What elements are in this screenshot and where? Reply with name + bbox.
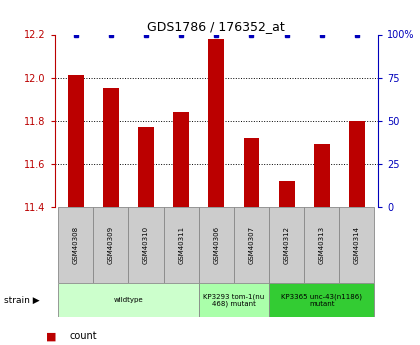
Text: GSM40310: GSM40310: [143, 226, 149, 264]
Bar: [208, 39, 224, 207]
Text: KP3365 unc-43(n1186)
mutant: KP3365 unc-43(n1186) mutant: [281, 293, 362, 307]
Text: strain ▶: strain ▶: [4, 296, 40, 305]
FancyBboxPatch shape: [129, 207, 163, 283]
Text: wildtype: wildtype: [113, 297, 143, 303]
FancyBboxPatch shape: [58, 207, 93, 283]
FancyBboxPatch shape: [234, 207, 269, 283]
Bar: [173, 112, 189, 207]
FancyBboxPatch shape: [269, 207, 304, 283]
Text: GSM40312: GSM40312: [284, 226, 290, 264]
Text: KP3293 tom-1(nu
468) mutant: KP3293 tom-1(nu 468) mutant: [203, 293, 265, 307]
FancyBboxPatch shape: [163, 207, 199, 283]
Text: GSM40313: GSM40313: [319, 226, 325, 264]
FancyBboxPatch shape: [199, 207, 234, 283]
Text: GSM40308: GSM40308: [73, 226, 79, 264]
Bar: [349, 121, 365, 207]
Bar: [138, 127, 154, 207]
FancyBboxPatch shape: [304, 207, 339, 283]
Text: GSM40314: GSM40314: [354, 226, 360, 264]
Title: GDS1786 / 176352_at: GDS1786 / 176352_at: [147, 20, 285, 33]
FancyBboxPatch shape: [199, 283, 269, 317]
Bar: [279, 181, 294, 207]
Bar: [244, 138, 260, 207]
FancyBboxPatch shape: [269, 283, 375, 317]
FancyBboxPatch shape: [58, 283, 199, 317]
Bar: [103, 88, 119, 207]
Bar: [314, 145, 330, 207]
Text: GSM40306: GSM40306: [213, 226, 219, 264]
Text: GSM40311: GSM40311: [178, 226, 184, 264]
Text: GSM40309: GSM40309: [108, 226, 114, 264]
FancyBboxPatch shape: [339, 207, 375, 283]
FancyBboxPatch shape: [93, 207, 129, 283]
Text: count: count: [69, 332, 97, 341]
Text: ■: ■: [46, 332, 57, 341]
Bar: [68, 76, 84, 207]
Text: GSM40307: GSM40307: [249, 226, 255, 264]
